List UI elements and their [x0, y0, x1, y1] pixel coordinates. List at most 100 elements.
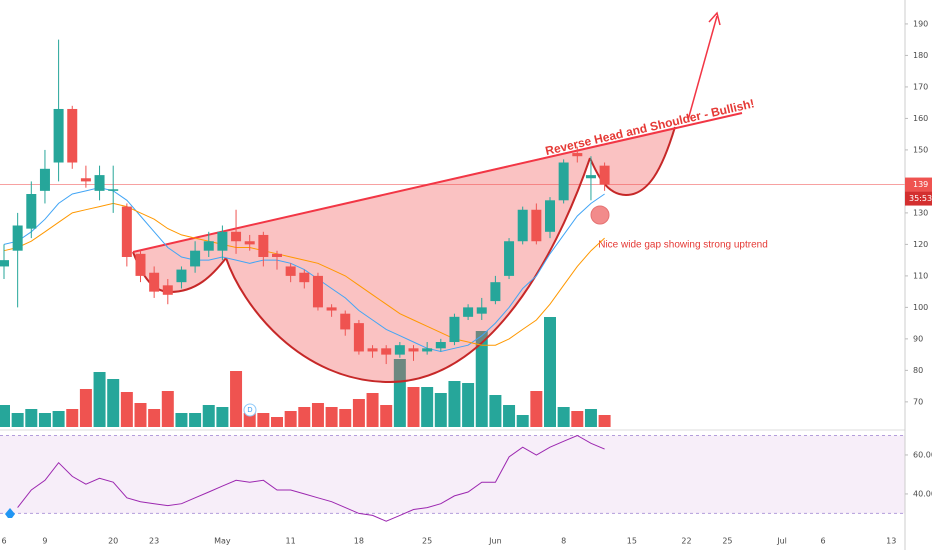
volume-bar — [134, 403, 147, 427]
candle-body — [326, 307, 337, 311]
candle-body — [449, 316, 460, 343]
price-tag — [905, 177, 932, 192]
x-tick-label: Jul — [776, 537, 787, 546]
y-tick-label: 90 — [913, 334, 923, 343]
candle-body — [94, 175, 105, 191]
arrow — [687, 15, 718, 121]
candle-body — [476, 307, 487, 314]
moving-average — [3, 202, 605, 346]
x-tick-label: 15 — [627, 537, 637, 546]
rsi-band — [0, 435, 905, 514]
candle-body — [67, 108, 78, 163]
y-tick-label: 120 — [913, 240, 928, 249]
background-layer — [0, 184, 932, 514]
event-label: D — [247, 406, 252, 414]
volume-bar — [38, 413, 51, 427]
candle-body — [545, 200, 555, 232]
y-tick-label: 110 — [913, 271, 928, 280]
x-tick-label: 22 — [681, 537, 691, 546]
volume-bar — [216, 407, 229, 427]
volume-bar — [557, 407, 570, 427]
logo — [5, 508, 15, 518]
rsi-line — [17, 434, 605, 522]
y-tick-label: 60.00 — [913, 450, 932, 459]
candle-body — [504, 241, 515, 276]
candle-body — [381, 348, 392, 355]
axis-background — [905, 0, 932, 550]
x-tick-label: 6 — [820, 537, 825, 546]
x-tick-label: 11 — [286, 537, 296, 546]
y-tick-label: 160 — [913, 114, 928, 123]
last-price-label: 139 — [913, 180, 928, 189]
volume-bar — [339, 409, 352, 427]
x-tick-label: 9 — [42, 537, 47, 546]
y-tick-label: 70 — [913, 397, 923, 406]
countdown-tag — [905, 191, 932, 206]
candle-body — [422, 348, 433, 352]
event-marker — [243, 403, 257, 417]
pattern-fill — [133, 127, 675, 382]
candle-body — [285, 266, 296, 276]
y-tick-label: 80 — [913, 366, 923, 375]
volume-bar — [120, 392, 133, 427]
y-tick-label: 170 — [913, 82, 928, 91]
candle-body — [490, 282, 501, 302]
volume-bar — [271, 417, 283, 427]
candle-body — [435, 342, 446, 349]
candle-body — [517, 209, 528, 242]
volume-bar — [66, 409, 79, 427]
volume-bar — [475, 331, 488, 427]
y-tick-label: 130 — [913, 208, 928, 217]
x-tick-label: Jun — [488, 537, 502, 546]
volume-bar — [202, 405, 215, 427]
candle-body — [244, 241, 255, 245]
volume-bar — [462, 383, 475, 427]
x-tick-label: May — [214, 537, 231, 546]
volume-bar — [407, 387, 420, 427]
volume-bar — [107, 379, 120, 427]
x-tick-label: 13 — [886, 537, 896, 546]
candle-body — [39, 168, 50, 191]
volume-bar — [380, 405, 393, 427]
candle-body — [585, 175, 596, 179]
candle-body — [299, 272, 310, 283]
volume-bar — [79, 389, 92, 427]
candle-body — [12, 225, 23, 251]
countdown: 35:53 — [909, 194, 932, 203]
volume-bar — [148, 409, 161, 427]
y-tick-label: 150 — [913, 145, 928, 154]
candle-body — [258, 234, 269, 257]
volume-bar — [161, 391, 174, 427]
volume-bar — [352, 399, 365, 427]
candle-body — [217, 231, 228, 251]
volume-bar — [298, 407, 311, 427]
x-tick-label: 6 — [1, 537, 6, 546]
candle-body — [80, 178, 91, 182]
candle-body — [340, 313, 351, 330]
volume-bar — [393, 359, 406, 427]
y-tick-label: 190 — [913, 19, 928, 28]
volume-bar — [325, 407, 338, 427]
candle-body — [531, 209, 542, 242]
volume-bar — [230, 371, 243, 427]
candle-body — [121, 206, 132, 257]
volume-bar — [0, 405, 10, 427]
volume-bar — [189, 413, 202, 427]
candle-body — [231, 231, 242, 242]
candle-body — [394, 345, 405, 355]
x-tick-label: 8 — [561, 537, 566, 546]
candle-body — [463, 307, 474, 317]
volume-bar — [448, 381, 461, 427]
volume-bar — [530, 391, 543, 427]
candle-body — [26, 194, 37, 229]
volume-bar — [434, 393, 447, 427]
candle-body — [367, 348, 378, 352]
neckline — [132, 112, 743, 253]
candle-body — [353, 323, 364, 352]
x-tick-label: 25 — [722, 537, 732, 546]
volume-bar — [243, 413, 256, 427]
candle-body — [312, 275, 323, 308]
candle-body — [0, 260, 9, 267]
volume-bar — [598, 415, 611, 427]
